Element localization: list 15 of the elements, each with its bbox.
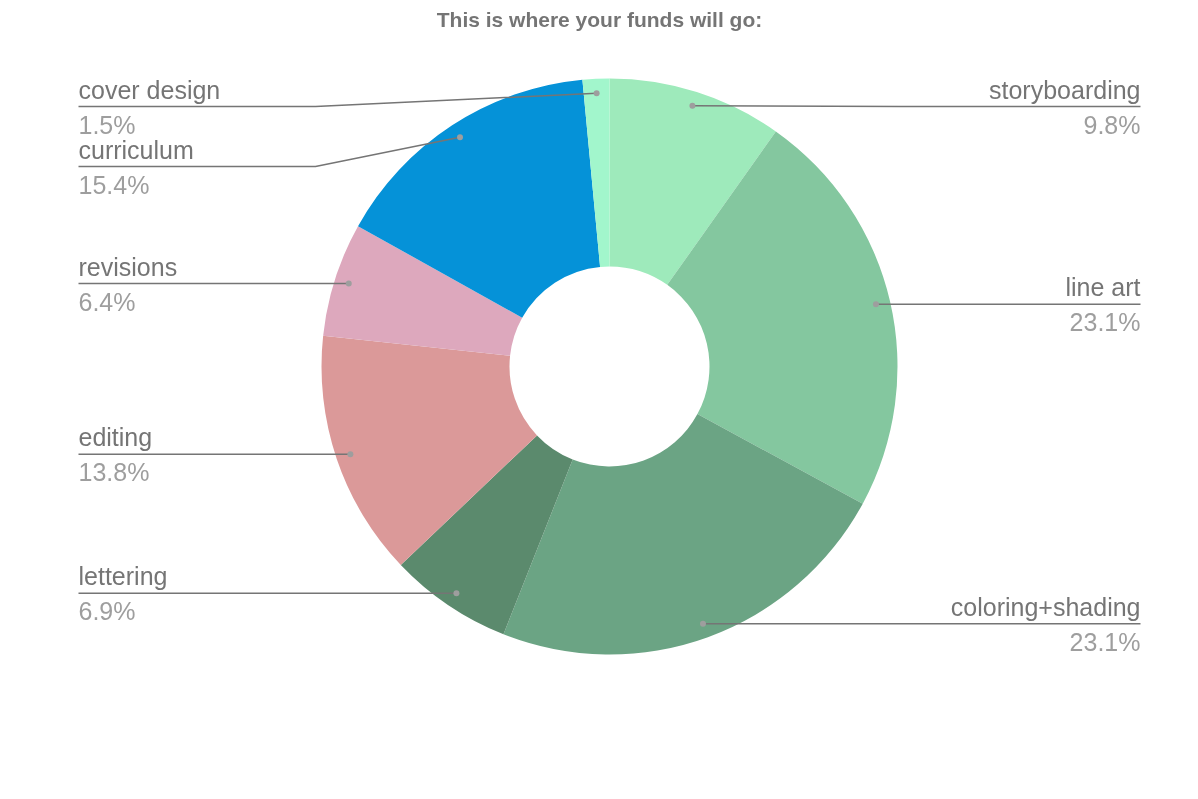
slice-label: lettering <box>78 562 168 591</box>
slice-label: cover design <box>78 75 221 104</box>
slice-label: revisions <box>78 252 178 281</box>
data-label: 15.4% <box>78 170 150 199</box>
data-label: 6.9% <box>78 597 136 626</box>
slice-label: line art <box>1065 273 1141 302</box>
data-label: 13.8% <box>78 458 150 487</box>
chart-title: This is where your funds will go: <box>436 7 763 31</box>
data-label: 9.8% <box>1083 110 1141 139</box>
data-label: 23.1% <box>1069 627 1141 656</box>
data-label: 23.1% <box>1069 308 1141 337</box>
slice-label: storyboarding <box>989 75 1141 104</box>
slice-label: editing <box>78 423 153 452</box>
data-label: 6.4% <box>78 287 136 316</box>
slice-label: coloring+shading <box>950 592 1141 621</box>
